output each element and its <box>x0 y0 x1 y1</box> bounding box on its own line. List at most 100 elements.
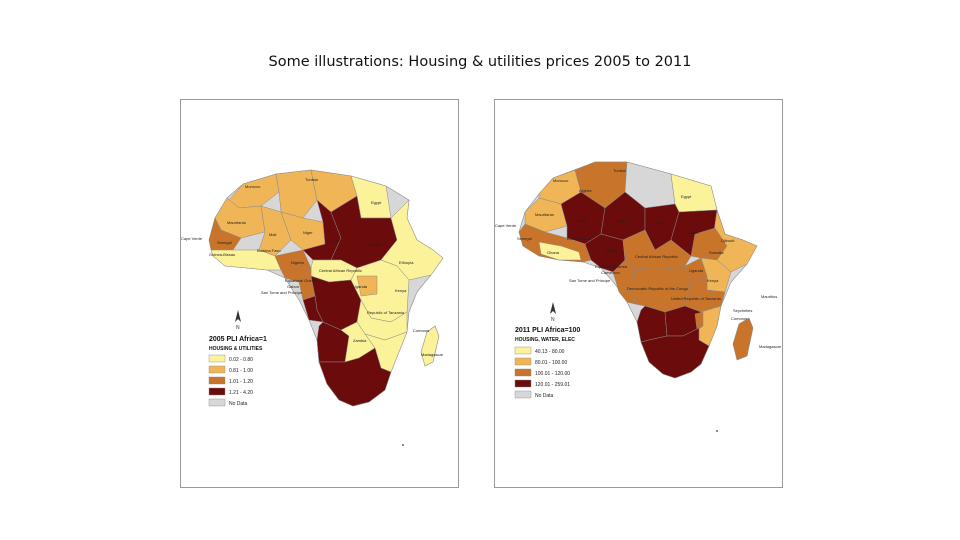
legend-subtitle: HOUSING & UTILITIES <box>209 346 263 352</box>
label-sudan: Sudan <box>687 230 699 235</box>
label-equatorial-guinea: Equatorial Guinea <box>595 264 628 269</box>
label-algeria: Algeria <box>579 188 592 193</box>
label-mali: Mali <box>579 218 586 223</box>
label-nigeria: Nigeria <box>291 260 304 265</box>
madagascar <box>420 325 440 367</box>
map-marker-dot <box>402 444 404 446</box>
region-gabon <box>302 295 324 323</box>
label-san-tome: San Tome and Principe <box>261 290 303 295</box>
north-arrow-icon: N <box>235 310 241 331</box>
label-comoros: Comoros <box>413 328 429 333</box>
label-car: Central African Republic <box>319 268 362 273</box>
slide-title: Some illustrations: Housing & utilities … <box>268 54 692 70</box>
label-somalia: Somalia <box>709 250 724 255</box>
label-madagascar: Madagascar <box>759 344 782 349</box>
label-egypt: Egypt <box>371 200 382 205</box>
legend-swatch-nodata <box>208 398 226 407</box>
label-tanzania: Republic of Tanzania <box>367 310 405 315</box>
legend-2011: 2011 PLI Africa=100 HOUSING, WATER, ELEC… <box>514 327 580 399</box>
legend-class-3: 1.01 - 1.20 <box>229 379 253 385</box>
label-uganda: Uganda <box>353 284 368 289</box>
label-burkina-faso: Burkina Faso <box>257 248 281 253</box>
legend-swatch-3 <box>514 368 532 377</box>
region-angola <box>636 305 668 343</box>
region-ethiopia <box>380 199 444 281</box>
legend-title: 2011 PLI Africa=100 <box>515 327 580 334</box>
label-ghana: Ghana <box>547 250 560 255</box>
region-south <box>318 347 392 407</box>
label-chad: Chad <box>331 238 341 243</box>
label-cape-verde: Cape Verde <box>495 223 517 228</box>
label-comoros: Comoros <box>731 316 747 321</box>
label-seychelles: Seychelles <box>733 308 752 313</box>
label-tunisia: Tunisia <box>305 177 319 182</box>
label-tanzania: United Republic of Tanzania <box>671 296 722 301</box>
label-djibouti: Djibouti <box>721 238 734 243</box>
label-uganda: Uganda <box>689 268 704 273</box>
label-kenya: Kenya <box>395 288 407 293</box>
region-gabon <box>618 289 636 305</box>
legend-swatch-2 <box>208 365 226 374</box>
legend-class-4: 1.21 - 4.20 <box>229 390 253 396</box>
label-morocco: Morocco <box>245 184 261 189</box>
label-morocco: Morocco <box>553 178 569 183</box>
madagascar <box>732 317 754 361</box>
label-mauritius: Mauritius <box>761 294 777 299</box>
label-madagascar: Madagascar <box>421 352 444 357</box>
label-ethiopia: Ethiopia <box>399 260 414 265</box>
region-south <box>640 327 710 379</box>
legend-class-1: 40.13 - 80.00 <box>535 349 565 355</box>
label-drc: Democratic Republic of the Congo <box>627 286 689 291</box>
map-marker-dot <box>716 430 718 432</box>
legend-class-2: 0.81 - 1.00 <box>229 368 253 374</box>
legend-swatch-3 <box>208 376 226 385</box>
legend-nodata: No Data <box>229 401 248 407</box>
region-coastal <box>538 241 582 261</box>
legend-swatch-1 <box>514 346 532 355</box>
map-text: N <box>236 325 240 331</box>
label-car: Central African Republic <box>635 254 678 259</box>
region-westcoast <box>210 249 282 271</box>
legend-swatch-1 <box>208 354 226 363</box>
region-malawi <box>694 311 704 331</box>
africa-map-2005: Tunisia Morocco Egypt Mauritania Mali Ni… <box>181 169 444 407</box>
label-guinea-bissau: Guinea-Bissau <box>209 252 235 257</box>
label-cape-verde: Cape Verde <box>181 236 203 241</box>
label-nigeria: Nigeria <box>605 248 618 253</box>
label-mauritania: Mauritania <box>535 212 554 217</box>
label-burkina-faso: Burkina Faso <box>567 236 591 241</box>
label-kenya: Kenya <box>707 278 719 283</box>
region-egypt <box>670 173 718 213</box>
label-cameroon: Cameroon <box>601 270 620 275</box>
label-zambia: Zambia <box>353 338 367 343</box>
label-niger: Niger <box>303 230 313 235</box>
label-niger: Niger <box>617 218 627 223</box>
legend-swatch-2 <box>514 357 532 366</box>
legend-subtitle: HOUSING, WATER, ELEC <box>515 337 575 343</box>
africa-map-2011: Tunisia Morocco Algeria Egypt Mauritania… <box>495 161 782 399</box>
legend-swatch-4 <box>208 387 226 396</box>
legend-swatch-4 <box>514 379 532 388</box>
label-mali: Mali <box>269 232 276 237</box>
legend-class-1: 0.02 - 0.80 <box>229 357 253 363</box>
legend-class-4: 120.01 - 259.01 <box>535 382 570 388</box>
label-gabon: Gabon <box>287 284 299 289</box>
legend-nodata: No Data <box>535 393 554 399</box>
label-egypt: Egypt <box>681 194 692 199</box>
label-san-tome: San Tome and Principe <box>569 278 611 283</box>
legend-2005: 2005 PLI Africa=1 HOUSING & UTILITIES 0.… <box>208 336 267 407</box>
label-senegal: Senegal <box>217 240 232 245</box>
region-uganda <box>356 275 378 297</box>
map-text: N <box>551 317 555 323</box>
map-panel-2011: Tunisia Morocco Algeria Egypt Mauritania… <box>494 99 783 488</box>
north-arrow-icon: N <box>550 302 556 323</box>
label-chad: Chad <box>653 220 663 225</box>
label-mauritania: Mauritania <box>227 220 246 225</box>
legend-class-3: 100.01 - 120.00 <box>535 371 570 377</box>
legend-title: 2005 PLI Africa=1 <box>209 336 267 343</box>
label-sudan: Sudan <box>369 242 381 247</box>
label-equatorial-guinea: Equatorial Guinea <box>285 278 318 283</box>
legend-swatch-nodata <box>514 390 532 399</box>
map-panel-2005: Tunisia Morocco Egypt Mauritania Mali Ni… <box>180 99 459 488</box>
label-tunisia: Tunisia <box>613 168 627 173</box>
